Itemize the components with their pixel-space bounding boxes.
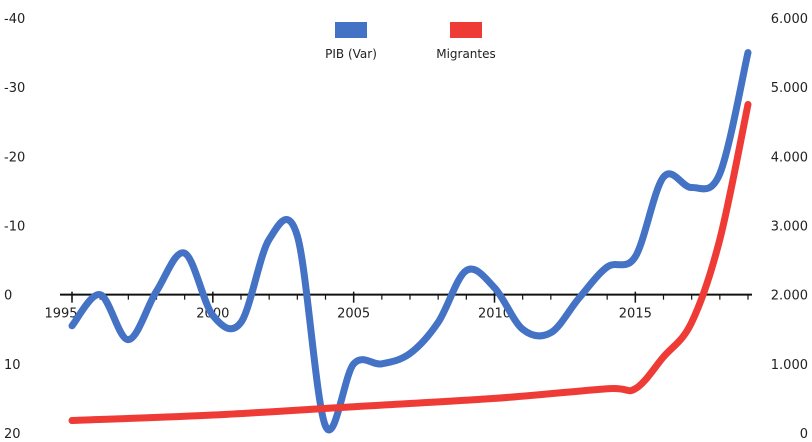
left-axis-tick-label: -10 <box>4 220 25 235</box>
legend-swatch <box>335 22 367 38</box>
left-axis-tick-label: -40 <box>4 12 25 27</box>
right-axis-tick-label: 4.000 <box>771 150 808 165</box>
x-axis-tick-label: 2010 <box>478 307 511 322</box>
right-axis-tick-label: 2.000 <box>771 289 808 304</box>
series-line-migrantes <box>68 100 752 425</box>
left-axis-tick-label: 0 <box>4 289 12 304</box>
legend-label: PIB (Var) <box>325 47 377 61</box>
x-axis-tick-label: 2005 <box>337 307 370 322</box>
right-axis-tick-label: 6.000 <box>771 12 808 27</box>
legend-swatch <box>450 22 482 38</box>
series-line-pib <box>68 49 752 434</box>
legend-label: Migrantes <box>436 47 496 61</box>
left-axis-tick-label: 20 <box>4 427 21 442</box>
x-axis-tick-label: 1995 <box>44 307 77 322</box>
right-axis-tick-label: 3.000 <box>771 220 808 235</box>
left-axis-tick-label: 10 <box>4 358 21 373</box>
right-axis-tick-label: 5.000 <box>771 81 808 96</box>
left-axis-tick-label: -30 <box>4 81 25 96</box>
x-axis-tick-label: 2015 <box>619 307 652 322</box>
right-axis-tick-label: 0 <box>800 427 808 442</box>
left-axis-tick-label: -20 <box>4 150 25 165</box>
right-axis-tick-label: 1.000 <box>771 358 808 373</box>
